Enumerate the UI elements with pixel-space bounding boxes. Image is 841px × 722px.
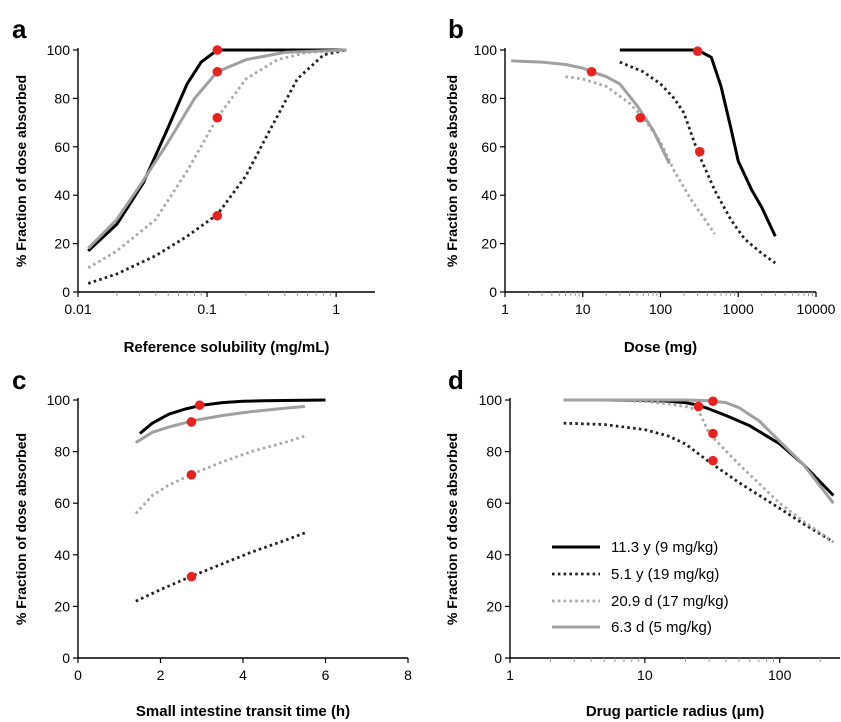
reference-marker (212, 45, 223, 55)
y-tick-label: 40 (54, 187, 70, 203)
x-tick-label: 4 (239, 667, 247, 683)
x-tick-label: 8 (404, 667, 412, 683)
series-line-2 (135, 531, 306, 603)
reference-marker (186, 470, 197, 480)
reference-marker (186, 571, 197, 582)
panel-letter: a (12, 14, 27, 44)
series-line-1 (138, 398, 326, 435)
reference-marker (586, 66, 597, 77)
reference-marker (212, 112, 223, 123)
reference-marker (708, 396, 718, 407)
y-axis-title: % Fraction of dose absorbed (13, 75, 29, 267)
y-tick-label: 20 (486, 598, 502, 614)
y-tick-label: 100 (479, 392, 503, 408)
x-axis-title: Drug particle radius (μm) (586, 703, 764, 720)
x-tick-label: 0 (74, 667, 82, 683)
reference-marker (186, 417, 197, 427)
series-line-1 (87, 48, 347, 252)
x-tick-label: 1000 (723, 301, 754, 317)
panel-a: a 0 20 40 60 80 100 0.01 0.1 1 Reference solubilit… (12, 14, 375, 356)
panel-d: d 0 20 40 60 80 100 1 10 100 Drug particle radius … (444, 365, 840, 720)
y-tick-label: 60 (486, 495, 502, 511)
legend: 11.3 y (9 mg/kg) 5.1 y (19 mg/kg) 20.9 d (… (552, 539, 729, 636)
reference-marker (194, 400, 205, 410)
reference-marker (708, 428, 718, 439)
legend-label-3: 20.9 d (17 mg/kg) (611, 593, 729, 610)
y-axis-title: % Fraction of dose absorbed (444, 75, 460, 267)
x-tick-label: 10 (575, 301, 591, 317)
y-tick-label: 0 (489, 284, 497, 300)
x-tick-label: 0.1 (197, 301, 217, 317)
x-axis-title: Reference solubility (mg/mL) (124, 339, 330, 356)
x-tick-label: 6 (322, 667, 330, 683)
x-axis-title: Dose (mg) (624, 339, 697, 356)
series-line-1 (619, 48, 777, 237)
y-tick-label: 60 (54, 139, 70, 155)
series-line-4 (87, 48, 347, 250)
x-tick-label: 2 (157, 667, 165, 683)
x-tick-label: 1 (332, 301, 340, 317)
y-tick-label: 100 (47, 392, 71, 408)
x-tick-label: 100 (649, 301, 673, 317)
reference-marker (212, 210, 223, 221)
y-tick-label: 80 (481, 90, 497, 106)
panel-b: b 0 20 40 60 80 100 1 10 100 1000 10000 Dose (mg) % F… (444, 14, 836, 356)
y-tick-label: 0 (494, 650, 502, 666)
y-tick-label: 0 (62, 284, 70, 300)
series-line-1 (563, 398, 835, 497)
reference-marker (635, 112, 646, 123)
y-tick-label: 20 (481, 236, 497, 252)
series-line-3 (134, 434, 306, 515)
y-tick-label: 80 (54, 444, 70, 460)
y-tick-label: 40 (54, 547, 70, 563)
panel-letter: b (448, 14, 464, 44)
y-tick-label: 60 (481, 139, 497, 155)
y-tick-label: 40 (486, 547, 502, 563)
y-tick-label: 20 (54, 236, 70, 252)
y-tick-label: 80 (486, 444, 502, 460)
x-tick-label: 10000 (797, 301, 836, 317)
x-tick-label: 100 (768, 667, 792, 683)
reference-marker (708, 455, 718, 466)
legend-label-2: 5.1 y (19 mg/kg) (611, 566, 719, 583)
series-line-3 (563, 398, 835, 544)
reference-marker (692, 46, 703, 57)
y-tick-label: 80 (54, 90, 70, 106)
y-tick-label: 60 (54, 495, 70, 511)
y-tick-label: 0 (62, 650, 70, 666)
series-line-3 (87, 48, 347, 270)
x-tick-label: 1 (501, 301, 509, 317)
series-line-2 (619, 60, 777, 265)
series-line-4 (135, 405, 306, 444)
y-tick-label: 100 (47, 42, 71, 58)
legend-label-1: 11.3 y (9 mg/kg) (611, 539, 718, 556)
y-tick-label: 40 (481, 187, 497, 203)
series-line-2 (563, 421, 835, 544)
reference-marker (693, 401, 704, 412)
series-line-2 (87, 48, 347, 285)
panel-letter: d (448, 365, 464, 395)
x-tick-label: 10 (637, 667, 653, 683)
x-axis-title: Small intestine transit time (h) (136, 703, 350, 720)
reference-marker (694, 146, 705, 157)
series-line-3 (565, 75, 716, 235)
x-tick-label: 0.01 (64, 301, 91, 317)
x-tick-label: 1 (506, 667, 514, 683)
y-tick-label: 100 (474, 42, 498, 58)
legend-label-4: 6.3 d (5 mg/kg) (611, 619, 712, 636)
panel-c: c 0 20 40 60 80 100 0 2 4 6 8 Small intestine transi… (12, 365, 412, 720)
y-axis-title: % Fraction of dose absorbed (444, 433, 460, 625)
reference-marker (212, 66, 223, 77)
y-tick-label: 20 (54, 598, 70, 614)
series-line-4 (563, 398, 835, 505)
y-axis-title: % Fraction of dose absorbed (13, 433, 29, 625)
panel-letter: c (12, 365, 26, 395)
